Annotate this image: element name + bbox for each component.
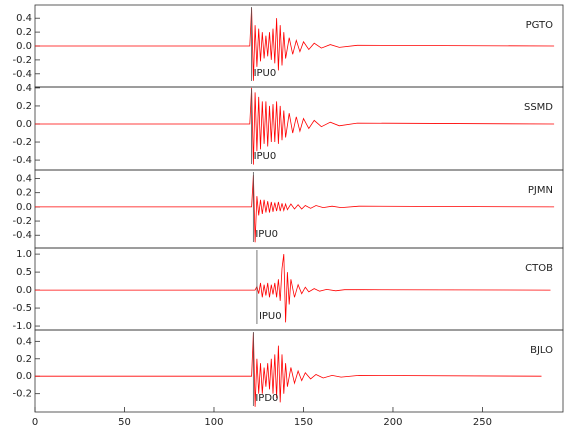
y-tick-label: 0.2 — [16, 188, 32, 199]
y-tick-label: 0.0 — [16, 371, 32, 382]
y-tick-label: 0.2 — [16, 354, 32, 365]
y-tick-label: -0.2 — [12, 137, 32, 148]
y-tick-label: -0.4 — [12, 155, 32, 166]
y-tick-label: 0.2 — [16, 101, 32, 112]
y-tick-label: -1.0 — [12, 321, 32, 332]
pick-label: IPU0 — [259, 311, 282, 322]
y-tick-label: 0.4 — [16, 13, 32, 24]
x-tick-label: 200 — [383, 417, 402, 428]
y-tick-label: 0.0 — [16, 119, 32, 130]
y-tick-label: 0.0 — [16, 202, 32, 213]
y-tick-label: 0.4 — [16, 174, 32, 185]
y-tick-label: -0.4 — [12, 230, 32, 241]
waveform — [35, 7, 555, 81]
y-tick-label: 0.4 — [16, 336, 32, 347]
waveform — [35, 254, 551, 323]
station-label: BJLO — [530, 345, 553, 356]
x-tick-label: 150 — [294, 417, 313, 428]
station-label: PGTO — [526, 20, 554, 31]
y-tick-label: -0.2 — [12, 216, 32, 227]
y-tick-label: -0.4 — [12, 69, 32, 80]
waveform — [35, 174, 555, 243]
x-tick-label: 0 — [32, 417, 38, 428]
y-tick-label: 0.0 — [16, 285, 32, 296]
pick-label: IPU0 — [254, 151, 277, 162]
x-tick-label: 250 — [473, 417, 492, 428]
waveform — [35, 332, 542, 407]
y-tick-label: -0.2 — [12, 389, 32, 400]
y-tick-label: 1.0 — [16, 249, 32, 260]
pick-label: IPU0 — [254, 68, 277, 79]
station-label: PJMN — [528, 185, 553, 196]
station-label: SSMD — [524, 102, 553, 113]
station-label: CTOB — [525, 263, 553, 274]
x-tick-label: 50 — [118, 417, 131, 428]
pick-label: IPD0 — [255, 393, 278, 404]
pick-label: IPU0 — [255, 229, 278, 240]
waveform — [35, 87, 555, 165]
y-tick-label: 0.0 — [16, 41, 32, 52]
y-tick-label: -0.2 — [12, 55, 32, 66]
panel-frame — [34, 169, 564, 249]
panel-frame — [34, 247, 564, 331]
x-tick-label: 100 — [204, 417, 223, 428]
y-tick-label: 0.4 — [16, 83, 32, 94]
y-tick-label: 0.5 — [16, 267, 32, 278]
panel-frame — [34, 329, 564, 413]
y-tick-label: 0.2 — [16, 27, 32, 38]
y-tick-label: -0.5 — [12, 303, 32, 314]
